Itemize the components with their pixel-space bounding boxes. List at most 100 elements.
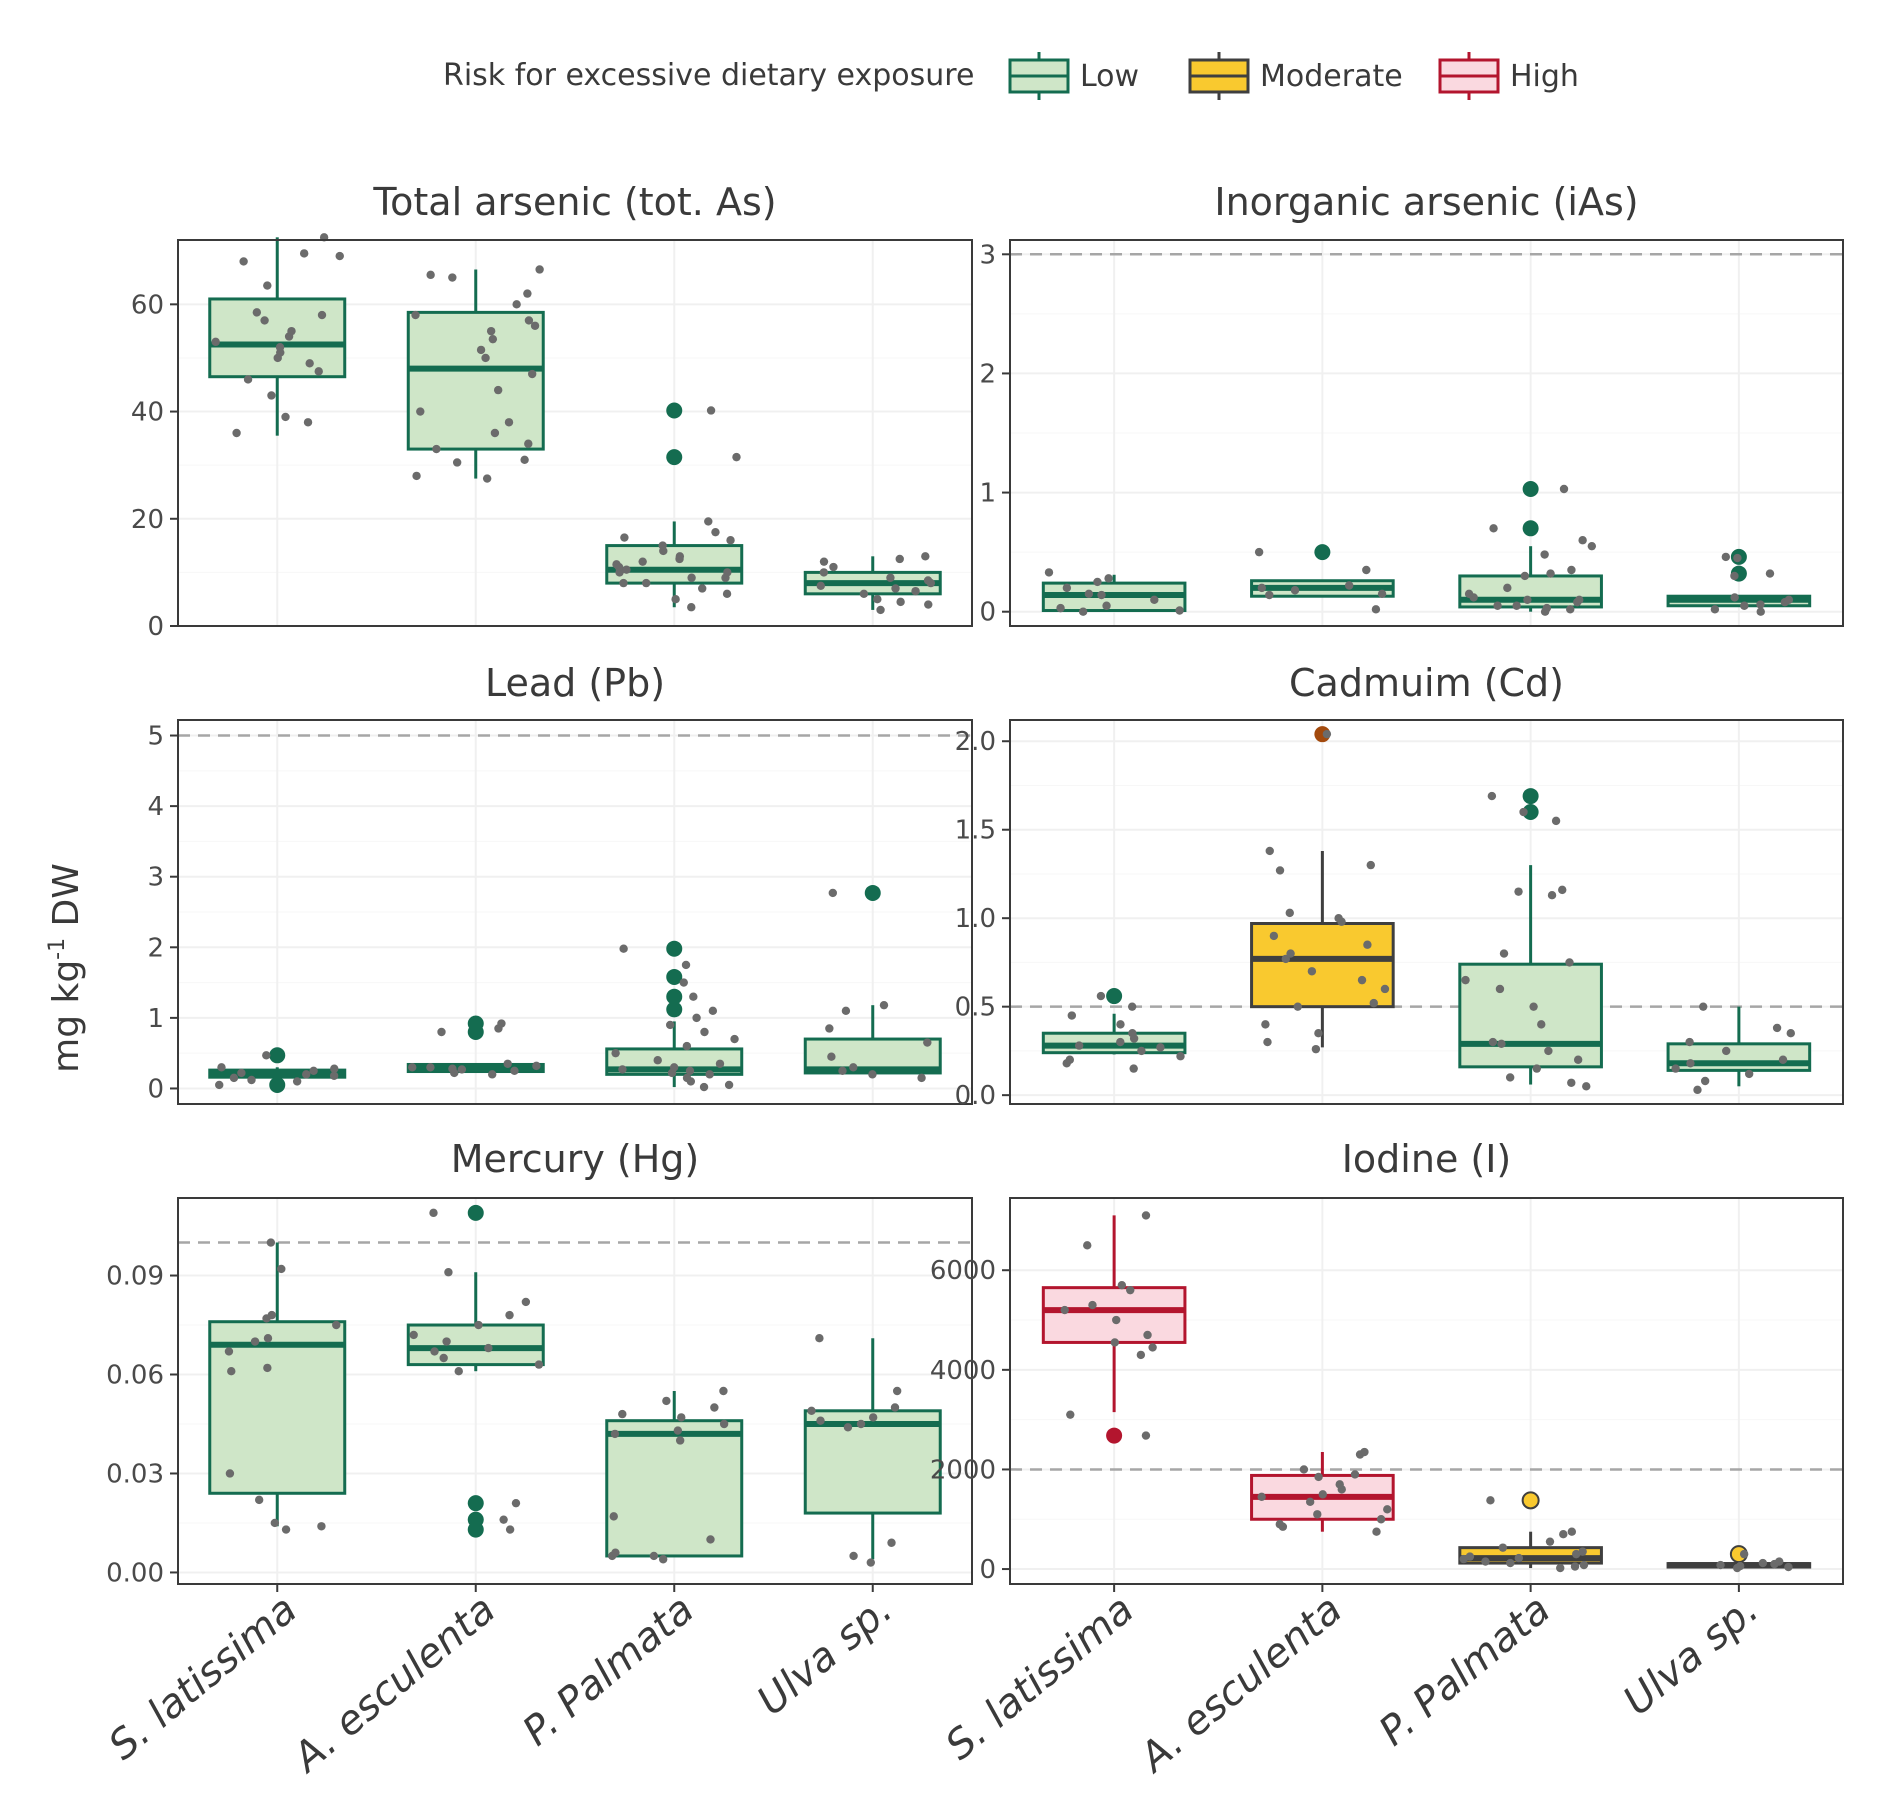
data-point bbox=[1671, 1064, 1680, 1073]
y-tick-label: 0.03 bbox=[106, 1459, 164, 1489]
data-point bbox=[829, 562, 838, 572]
data-point bbox=[1275, 866, 1285, 875]
data-point bbox=[1286, 949, 1295, 958]
y-tick-label: 0.09 bbox=[106, 1262, 164, 1292]
box-ppalmata bbox=[605, 402, 744, 612]
data-point bbox=[687, 573, 696, 582]
box-ulvasp bbox=[803, 1334, 942, 1567]
data-point bbox=[653, 1056, 662, 1065]
data-point bbox=[1566, 605, 1575, 614]
x-tick-label: A. esculenta bbox=[1129, 1586, 1351, 1782]
data-point bbox=[1129, 1064, 1138, 1073]
panel-1: Total arsenic (tot. As) 0 20 40 60 bbox=[131, 180, 973, 642]
data-point bbox=[1060, 1305, 1069, 1315]
data-point bbox=[437, 1027, 446, 1037]
box-ppalmata bbox=[1458, 480, 1603, 616]
data-point bbox=[622, 565, 631, 574]
outlier-point bbox=[666, 968, 683, 985]
data-point bbox=[819, 557, 829, 566]
outlier-point bbox=[666, 988, 683, 1005]
data-point bbox=[681, 960, 691, 970]
data-point bbox=[1065, 1055, 1075, 1064]
data-point bbox=[1503, 583, 1512, 593]
box-aesculenta bbox=[406, 1204, 545, 1538]
data-point bbox=[1377, 589, 1387, 599]
box-ppalmata bbox=[1458, 788, 1603, 1091]
data-point bbox=[493, 385, 503, 395]
data-point bbox=[921, 552, 930, 561]
data-point bbox=[520, 455, 529, 465]
data-point bbox=[618, 1409, 627, 1419]
data-point bbox=[488, 1070, 497, 1079]
data-point bbox=[816, 581, 825, 590]
y-axis: 0 1 2 3 4 5 bbox=[147, 722, 178, 1104]
legend-label-low: Low bbox=[1080, 59, 1139, 94]
data-point bbox=[1493, 601, 1502, 610]
data-point bbox=[726, 536, 735, 545]
data-point bbox=[260, 316, 269, 325]
data-point bbox=[1314, 1472, 1323, 1482]
data-point bbox=[1495, 984, 1505, 994]
data-point bbox=[1314, 1029, 1323, 1038]
x-tick-label: S. latissima bbox=[100, 1586, 305, 1769]
y-tick-label: 0.5 bbox=[955, 993, 996, 1023]
data-point bbox=[426, 270, 435, 280]
data-point bbox=[610, 1429, 620, 1439]
data-point bbox=[1744, 1069, 1754, 1079]
data-point bbox=[611, 1048, 620, 1058]
data-point bbox=[1083, 1241, 1092, 1250]
data-point bbox=[444, 1268, 453, 1277]
data-point bbox=[1567, 1078, 1576, 1087]
data-point bbox=[252, 308, 262, 317]
data-point bbox=[1547, 890, 1557, 900]
data-point bbox=[618, 1065, 627, 1074]
box-iqr bbox=[1458, 962, 1603, 1069]
data-point bbox=[329, 1071, 339, 1080]
y-tick-label: 1 bbox=[979, 479, 996, 509]
data-point bbox=[1686, 1059, 1695, 1068]
data-point bbox=[815, 1334, 824, 1343]
data-point bbox=[887, 1538, 896, 1547]
data-point bbox=[723, 568, 732, 577]
data-point bbox=[1582, 1082, 1591, 1091]
data-point bbox=[732, 452, 741, 462]
data-point bbox=[1786, 1029, 1795, 1038]
outlier-point bbox=[1522, 480, 1539, 497]
data-point bbox=[211, 337, 220, 347]
y-axis-label-part: mg kg bbox=[46, 960, 87, 1073]
data-point bbox=[1765, 569, 1775, 578]
data-point bbox=[677, 1413, 686, 1422]
data-point bbox=[682, 1041, 692, 1051]
data-point bbox=[511, 1498, 521, 1508]
data-point bbox=[1136, 1350, 1146, 1360]
panel-border bbox=[1009, 1197, 1844, 1585]
box-iqr bbox=[605, 1419, 744, 1558]
data-point bbox=[1465, 1552, 1475, 1561]
x-tick-label: Ulva sp. bbox=[1615, 1586, 1767, 1724]
data-point bbox=[505, 1525, 515, 1534]
outlier-point bbox=[1106, 1427, 1123, 1444]
data-point bbox=[1257, 1492, 1266, 1502]
data-point bbox=[896, 597, 905, 607]
panel-title: Inorganic arsenic (iAs) bbox=[1214, 180, 1638, 224]
y-tick-label: 0 bbox=[979, 598, 996, 628]
data-point bbox=[532, 1061, 541, 1071]
data-point bbox=[1097, 590, 1106, 600]
box-ulvasp bbox=[1666, 548, 1812, 616]
data-point bbox=[658, 1555, 668, 1564]
y-tick-label: 60 bbox=[131, 290, 164, 320]
data-point bbox=[1730, 571, 1739, 581]
data-point bbox=[1335, 1480, 1344, 1489]
data-point bbox=[890, 1403, 900, 1412]
x-tick-label: P. Palmata bbox=[1371, 1586, 1559, 1755]
box-ppalmata bbox=[605, 940, 744, 1092]
data-point bbox=[1721, 552, 1731, 562]
panel-title: Cadmuim (Cd) bbox=[1289, 661, 1564, 705]
outlier-point bbox=[1522, 788, 1539, 805]
data-point bbox=[1344, 581, 1354, 590]
panel-border bbox=[177, 239, 973, 627]
data-point bbox=[1078, 607, 1088, 616]
data-point bbox=[1067, 1011, 1077, 1020]
data-point bbox=[1372, 1527, 1381, 1536]
